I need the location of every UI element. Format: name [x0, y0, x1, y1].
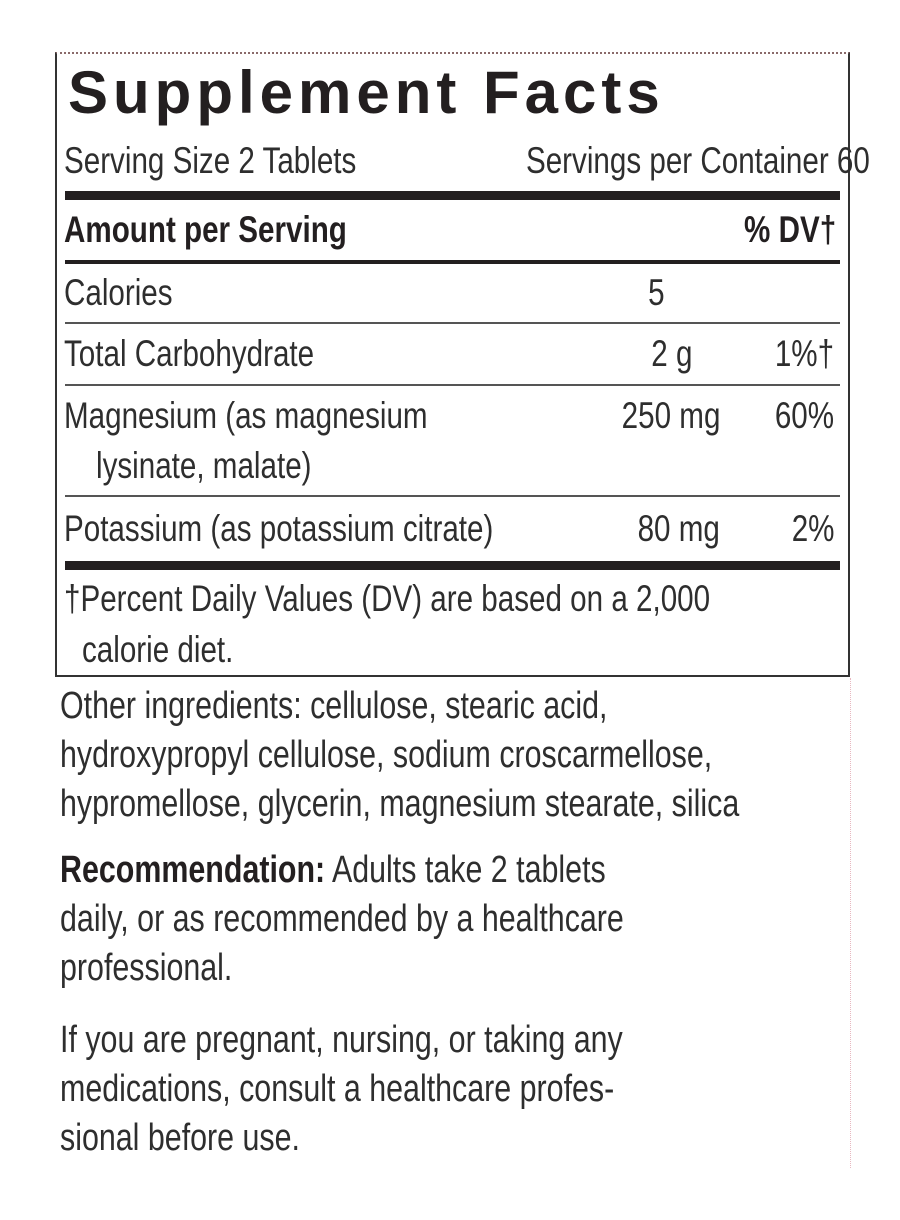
amount-per-serving-header: Amount per Serving [64, 209, 347, 250]
trim-line [850, 678, 851, 1168]
row-magnesium-name: Magnesium (as magnesium [64, 395, 428, 436]
row-potassium-name: Potassium (as potassium citrate) [64, 508, 494, 549]
thick-divider [65, 191, 840, 200]
row-carb-name: Total Carbohydrate [64, 333, 315, 374]
pregnancy-warning: If you are pregnant, nursing, or taking … [60, 1019, 623, 1159]
row-potassium-amount: 80 mg [637, 508, 720, 549]
supplement-facts-panel [55, 52, 850, 677]
row-magnesium-dv: 60% [774, 395, 834, 436]
row-calories-name: Calories [64, 272, 173, 313]
thin-divider [65, 495, 840, 497]
row-magnesium-amount: 250 mg [621, 395, 720, 436]
thin-divider [65, 322, 840, 324]
serving-size: Serving Size 2 Tablets [64, 140, 357, 181]
row-calories-amount: 5 [648, 272, 665, 313]
panel-title: Supplement Facts [68, 59, 665, 126]
other-ingredients: Other ingredients: cellulose, stearic ac… [60, 685, 740, 825]
thick-divider [65, 561, 840, 570]
row-potassium-dv: 2% [791, 508, 834, 549]
servings-per-container: Servings per Container 60 [525, 140, 870, 181]
footnote-cont: calorie diet. [82, 629, 234, 670]
dv-header: % DV† [743, 209, 836, 250]
row-magnesium-name-cont: lysinate, malate) [96, 445, 312, 486]
medium-divider [65, 260, 840, 264]
footnote: †Percent Daily Values (DV) are based on … [64, 578, 711, 619]
thin-divider [65, 384, 840, 386]
row-carb-dv: 1%† [774, 333, 834, 374]
recommendation: Recommendation: Adults take 2 tablets da… [60, 849, 624, 989]
row-carb-amount: 2 g [650, 333, 692, 374]
